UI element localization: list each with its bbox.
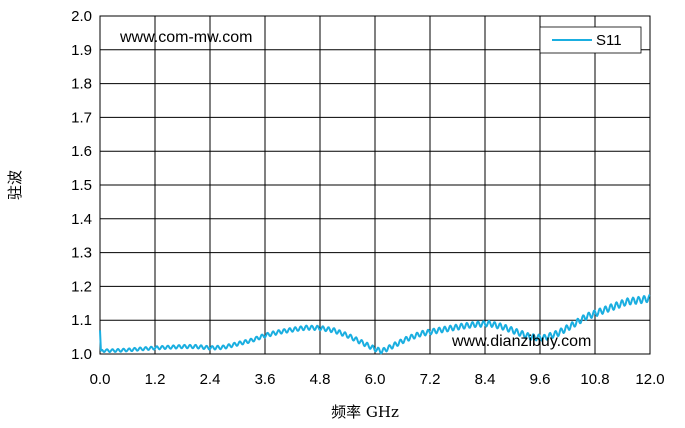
x-axis-ticks: 0.0 1.2 2.4 3.6 4.8 6.0 7.2 8.4 9.6 10.8 12.0 xyxy=(90,371,665,388)
y-tick-label: 1.1 xyxy=(71,312,92,329)
x-tick-label: 7.2 xyxy=(420,371,441,388)
watermark-bottom: www.dianzibuy.com xyxy=(451,333,591,350)
series-line-s11 xyxy=(99,294,651,355)
x-tick-label: 1.2 xyxy=(145,371,166,388)
grid xyxy=(99,15,651,355)
y-tick-label: 1.9 xyxy=(71,42,92,59)
x-tick-label: 3.6 xyxy=(255,371,276,388)
x-tick-label: 10.8 xyxy=(580,371,609,388)
y-tick-label: 1.6 xyxy=(71,143,92,160)
x-tick-label: 4.8 xyxy=(310,371,331,388)
x-tick-label: 6.0 xyxy=(365,371,386,388)
y-axis-ticks: 1.0 1.1 1.2 1.3 1.4 1.5 1.6 1.7 1.8 1.9 2.0 xyxy=(71,8,92,363)
x-tick-label: 0.0 xyxy=(90,371,111,388)
legend: S11 xyxy=(539,26,642,54)
y-tick-label: 1.4 xyxy=(71,211,92,228)
x-tick-label: 2.4 xyxy=(200,371,221,388)
y-tick-label: 1.8 xyxy=(71,76,92,93)
x-tick-label: 9.6 xyxy=(530,371,551,388)
y-tick-label: 1.5 xyxy=(71,177,92,194)
y-tick-label: 1.3 xyxy=(71,245,92,262)
x-tick-label: 8.4 xyxy=(475,371,496,388)
y-tick-label: 2.0 xyxy=(71,8,92,25)
x-axis-title: 频率 GHz xyxy=(331,403,399,421)
y-axis-title: 驻波 xyxy=(6,170,24,200)
y-tick-label: 1.0 xyxy=(71,346,92,363)
x-tick-label: 12.0 xyxy=(635,371,664,388)
plot-border xyxy=(99,15,651,355)
watermark-top: www.com-mw.com xyxy=(119,29,252,46)
legend-label: S11 xyxy=(596,32,622,49)
y-tick-label: 1.2 xyxy=(71,278,92,295)
y-tick-label: 1.7 xyxy=(71,109,92,126)
